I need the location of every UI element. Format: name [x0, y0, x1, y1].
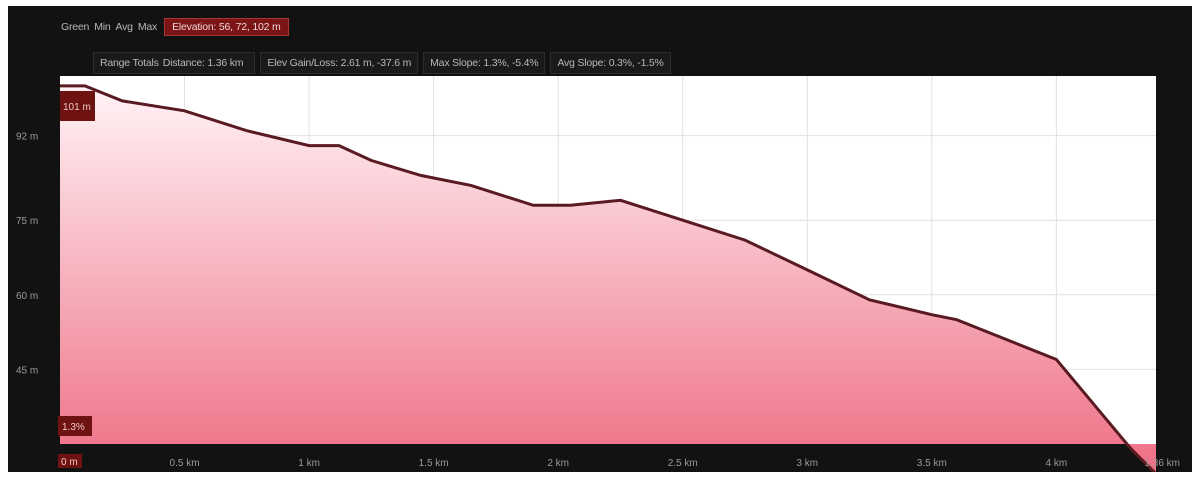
elev-gain-loss: Elev Gain/Loss: 2.61 m, -37.6 m: [260, 52, 419, 74]
x-tick-label: 1 km: [298, 458, 320, 469]
y-axis: 92 m 75 m 60 m 45 m: [16, 132, 38, 377]
top-marker-label: 101 m: [63, 102, 91, 113]
x-axis: 0.5 km 1 km 1.5 km 2 km 2.5 km 3 km 3.5 km 4 km…: [170, 458, 1180, 469]
x-tick-label: 2.5 km: [668, 458, 698, 469]
y-tick-label: 60 m: [16, 291, 38, 302]
avg-slope: Avg Slope: 0.3%, -1.5%: [550, 52, 671, 74]
bottom-marker-badge: 1.3%: [58, 416, 92, 436]
x-tick-label: 3 km: [796, 458, 818, 469]
stat-mode-bar: Green Min Avg Max Elevation: 56, 72, 102…: [61, 18, 294, 36]
y-tick-label: 92 m: [16, 132, 38, 143]
x-tick-label: 4 km: [1046, 458, 1068, 469]
x-tick-label: 1.5 km: [419, 458, 449, 469]
bottom-marker-label: 1.3%: [62, 422, 85, 433]
range-totals-distance: Range Totals Distance: 1.36 km: [93, 52, 256, 74]
x-tick-label: 0.5 km: [170, 458, 200, 469]
elevation-chart[interactable]: 92 m 75 m 60 m 45 m 0.5 km 1 km 1.5 km 2 km 2.5…: [8, 6, 1192, 472]
y-tick-label: 45 m: [16, 365, 38, 376]
y-tick-label: 75 m: [16, 216, 38, 227]
range-totals-label: Range Totals: [100, 57, 159, 69]
elevation-line: [60, 84, 1157, 472]
max-slope: Max Slope: 1.3%, -5.4%: [423, 52, 546, 74]
x-tick-label: 1.36 km: [1144, 458, 1180, 469]
x-tick-label: 2 km: [547, 458, 569, 469]
x-start-badge: 0 m: [58, 454, 82, 468]
stat-mode-green[interactable]: Green: [61, 21, 90, 33]
range-totals-bar: Range Totals Distance: 1.36 km Elev Gain…: [93, 52, 676, 74]
x-tick-label: 3.5 km: [917, 458, 947, 469]
stat-mode-max[interactable]: Max: [137, 21, 158, 33]
elevation-readout: Elevation: 56, 72, 102 m: [164, 18, 289, 36]
stat-mode-avg[interactable]: Avg: [115, 21, 134, 33]
elevation-profile-panel: Green Min Avg Max Elevation: 56, 72, 102…: [8, 6, 1192, 472]
top-marker-badge: 101 m: [60, 91, 95, 121]
distance-value: Distance: 1.36 km: [162, 57, 244, 69]
elevation-area: [60, 85, 1156, 472]
x-start-label: 0 m: [61, 457, 78, 468]
stat-mode-min[interactable]: Min: [94, 21, 111, 33]
